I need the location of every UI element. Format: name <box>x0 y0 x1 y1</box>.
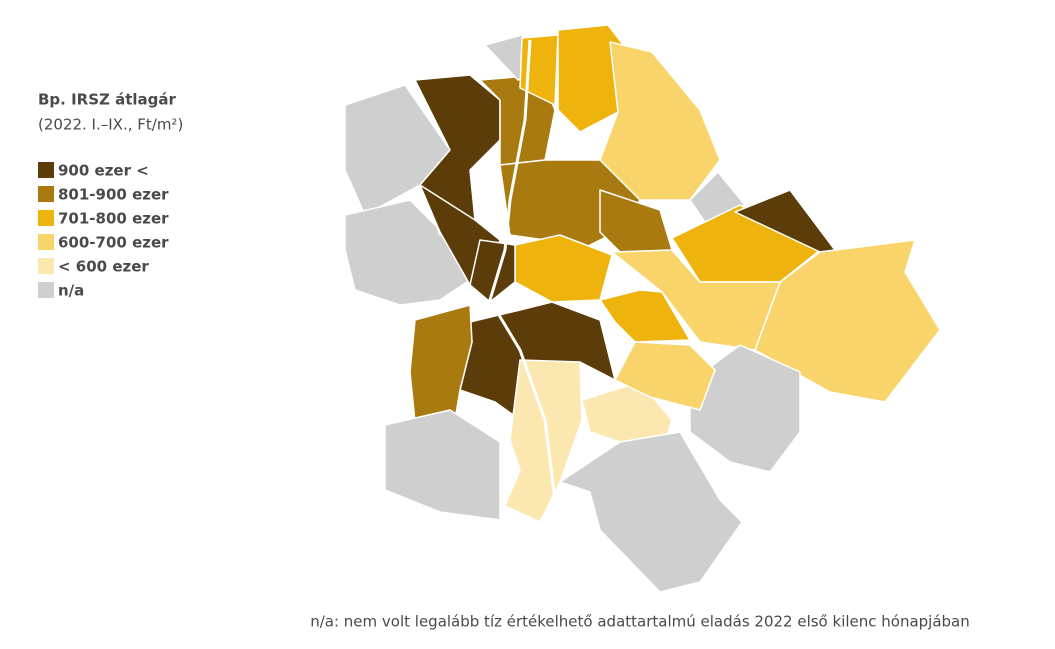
district <box>409 304 473 423</box>
legend-swatch <box>38 282 54 298</box>
legend-label: 900 ezer < <box>58 162 149 180</box>
district <box>504 359 583 523</box>
footnote: n/a: nem volt legalább tíz értékelhető a… <box>310 613 970 631</box>
legend-label: 801-900 ezer <box>58 186 169 204</box>
legend-subtitle: (2022. I.–IX., Ft/m²) <box>38 116 183 134</box>
district <box>689 344 801 473</box>
district <box>384 409 501 521</box>
legend-swatch <box>38 162 54 178</box>
legend-title: Bp. IRSZ átlagár <box>38 91 177 109</box>
district <box>599 41 721 201</box>
legend-label: 701-800 ezer <box>58 210 169 228</box>
legend: 900 ezer < 801-900 ezer 701-800 ezer 600-70… <box>38 162 169 300</box>
river <box>488 39 557 501</box>
district <box>344 199 471 306</box>
district <box>514 234 613 303</box>
district <box>611 249 781 351</box>
legend-label: < 600 ezer <box>58 258 149 276</box>
legend-swatch <box>38 186 54 202</box>
legend-swatch <box>38 210 54 226</box>
district <box>559 431 743 593</box>
district <box>614 341 716 411</box>
district <box>599 289 691 343</box>
legend-label: n/a <box>58 282 84 300</box>
map <box>344 24 941 593</box>
district <box>671 204 821 283</box>
legend-swatch <box>38 234 54 250</box>
legend-swatch <box>38 258 54 274</box>
legend-label: 600-700 ezer <box>58 234 169 252</box>
